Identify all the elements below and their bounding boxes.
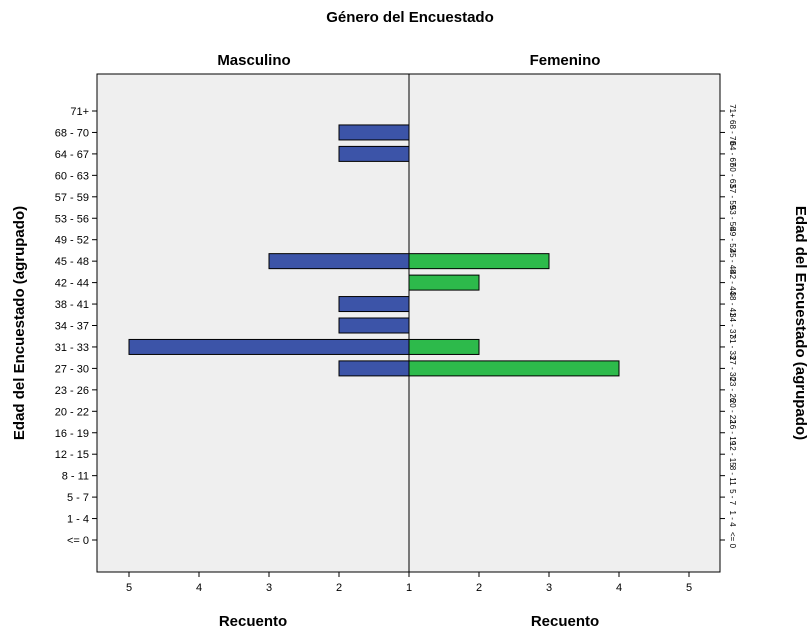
y-tick-label-left: <= 0: [67, 535, 89, 547]
bar-femenino: [408, 274, 480, 291]
y-tick-label-left: 45 - 48: [55, 256, 89, 268]
bar-femenino: [408, 360, 620, 377]
y-tick-label-right: 1 - 4: [728, 511, 737, 528]
bar-masculino: [268, 253, 410, 270]
x-tick-label: 2: [476, 582, 482, 594]
y-tick-label-right: 34 - 37: [728, 313, 737, 338]
y-tick-label-right: 12 - 15: [728, 442, 737, 467]
y-tick-label-left: 20 - 22: [55, 406, 89, 418]
y-tick-label-left: 42 - 44: [55, 278, 89, 290]
bar-masculino: [338, 360, 410, 377]
panel-title-right: Femenino: [530, 52, 601, 69]
y-tick-label-left: 38 - 41: [55, 299, 89, 311]
x-axis-title-left: Recuento: [219, 613, 287, 630]
y-tick-label-right: <= 0: [728, 532, 737, 549]
bar-masculino: [128, 338, 410, 355]
y-tick-label-left: 34 - 37: [55, 321, 89, 333]
y-tick-label-right: 45 - 48: [728, 249, 737, 274]
y-tick-label-left: 31 - 33: [55, 342, 89, 354]
y-tick-label-left: 12 - 15: [55, 449, 89, 461]
y-tick-label-left: 1 - 4: [67, 514, 89, 526]
bar-masculino: [338, 145, 410, 162]
y-tick-label-right: 38 - 41: [728, 292, 737, 317]
y-tick-label-right: 20 - 22: [728, 399, 737, 424]
y-tick-label-left: 8 - 11: [62, 471, 89, 483]
bar-masculino: [338, 296, 410, 313]
x-tick-label: 5: [686, 582, 692, 594]
x-tick-label: 4: [616, 582, 622, 594]
y-tick-label-left: 49 - 52: [55, 235, 89, 247]
y-tick-label-right: 27 - 30: [728, 356, 737, 381]
y-tick-label-left: 23 - 26: [55, 385, 89, 397]
y-tick-label-left: 60 - 63: [55, 170, 89, 182]
x-axis-title-right: Recuento: [531, 613, 599, 630]
y-tick-label-left: 57 - 59: [55, 192, 89, 204]
y-tick-label-right: 71+: [728, 104, 737, 118]
x-tick-label: 3: [266, 582, 272, 594]
y-tick-label-right: 8 - 11: [728, 466, 737, 486]
y-tick-label-left: 64 - 67: [55, 149, 89, 161]
x-tick-label: 4: [196, 582, 202, 594]
bar-masculino: [338, 124, 410, 141]
chart-title: Género del Encuestado: [326, 9, 494, 26]
x-tick-label: 5: [126, 582, 132, 594]
y-tick-label-left: 16 - 19: [55, 428, 89, 440]
y-tick-label-left: 5 - 7: [67, 492, 89, 504]
y-tick-label-left: 53 - 56: [55, 213, 89, 225]
y-tick-label-right: 49 - 52: [728, 227, 737, 252]
panel-title-left: Masculino: [217, 52, 290, 69]
x-tick-label: 2: [336, 582, 342, 594]
y-tick-label-right: 57 - 59: [728, 184, 737, 209]
y-tick-label-right: 16 - 19: [728, 420, 737, 445]
y-tick-label-left: 27 - 30: [55, 363, 89, 375]
x-tick-label: 1: [406, 582, 412, 594]
y-tick-label-right: 60 - 63: [728, 163, 737, 188]
y-axis-title-left: Edad del Encuestado (agrupado): [11, 206, 28, 440]
bar-masculino: [338, 317, 410, 334]
y-tick-label-right: 23 - 26: [728, 377, 737, 402]
y-tick-label-left: 68 - 70: [55, 127, 89, 139]
y-tick-label-right: 64 - 67: [728, 141, 737, 166]
bar-femenino: [408, 253, 550, 270]
y-tick-label-right: 42 - 44: [728, 270, 737, 295]
y-tick-label-right: 53 - 56: [728, 206, 737, 231]
y-tick-label-left: 71+: [70, 106, 89, 118]
y-tick-label-right: 68 - 70: [728, 120, 737, 145]
x-tick-label: 3: [546, 582, 552, 594]
y-tick-label-right: 5 - 7: [728, 489, 737, 506]
bar-femenino: [408, 338, 480, 355]
y-tick-label-right: 31 - 33: [728, 334, 737, 359]
y-axis-title-right: Edad del Encuestado (agrupado): [792, 206, 808, 440]
